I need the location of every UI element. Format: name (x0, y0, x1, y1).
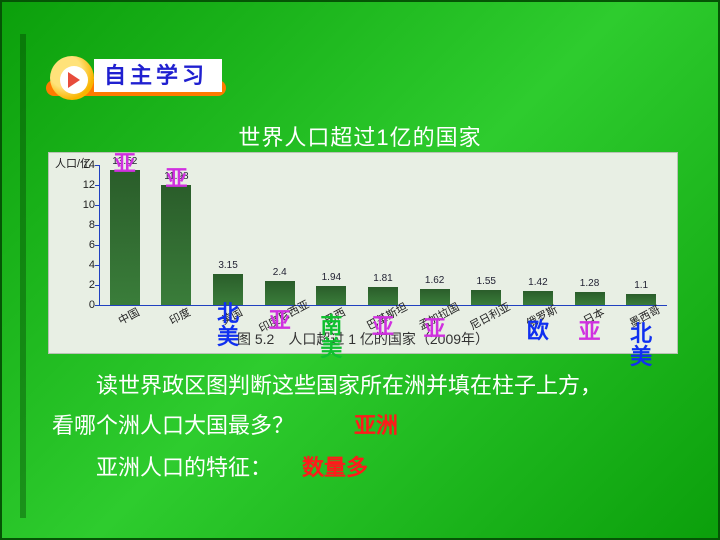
continent-label: 欧 (527, 319, 549, 342)
y-tick-mark (95, 305, 99, 306)
arrow-right-icon (68, 72, 80, 88)
bar: 2.4 (265, 281, 295, 305)
bar-value: 1.1 (634, 280, 648, 291)
y-tick-mark (95, 165, 99, 166)
y-tick-mark (95, 225, 99, 226)
y-tick-mark (95, 285, 99, 286)
continent-label: 亚 (165, 167, 187, 190)
population-chart: 人口/亿 13.5211.983.152.41.941.811.621.551.… (48, 152, 678, 354)
continent-label: 亚 (269, 309, 291, 332)
answer-feature: 数量多 (302, 450, 368, 482)
bar-value: 1.55 (477, 276, 496, 287)
bar-value: 3.15 (218, 260, 237, 271)
bar: 11.98 (161, 185, 191, 305)
continent-label: 北美 (630, 322, 652, 368)
bar: 1.28 (575, 292, 605, 305)
category-label: 中国 (115, 304, 142, 328)
bar-value: 1.62 (425, 275, 444, 286)
bar-value: 1.28 (580, 278, 599, 289)
bar-value: 1.94 (322, 272, 341, 283)
bar-value: 1.42 (528, 277, 547, 288)
y-tick: 14 (77, 159, 95, 171)
category-label: 印度 (167, 304, 194, 328)
bar-value: 2.4 (273, 267, 287, 278)
y-tick: 10 (77, 199, 95, 211)
question-line-1: 读世界政区图判断这些国家所在洲并填在柱子上方， (96, 368, 602, 400)
continent-label: 北美 (217, 302, 239, 348)
y-tick-mark (95, 185, 99, 186)
badge-label: 自主学习 (94, 59, 222, 92)
question-line-3: 亚洲人口的特征： (96, 450, 272, 482)
bar: 13.52 (110, 170, 140, 305)
section-badge: 自主学习 (52, 58, 222, 90)
y-tick: 12 (77, 179, 95, 191)
answer-continent: 亚洲 (354, 408, 398, 440)
y-tick-mark (95, 245, 99, 246)
y-tick: 2 (77, 279, 95, 291)
bar: 1.94 (316, 286, 346, 305)
bar-value: 1.81 (373, 273, 392, 284)
y-tick-mark (95, 265, 99, 266)
continent-label: 亚 (579, 320, 601, 343)
chart-title: 世界人口超过1亿的国家 (2, 120, 718, 152)
continent-label: 亚 (372, 315, 394, 338)
question-line-2: 看哪个洲人口大国最多？ (52, 408, 294, 440)
y-tick: 4 (77, 259, 95, 271)
y-tick: 8 (77, 219, 95, 231)
y-tick: 6 (77, 239, 95, 251)
y-tick: 0 (77, 299, 95, 311)
continent-label: 亚 (114, 152, 136, 175)
slide-left-shadow (20, 34, 26, 518)
y-tick-mark (95, 205, 99, 206)
continent-label: 亚 (424, 317, 446, 340)
continent-label: 南美 (320, 314, 342, 360)
